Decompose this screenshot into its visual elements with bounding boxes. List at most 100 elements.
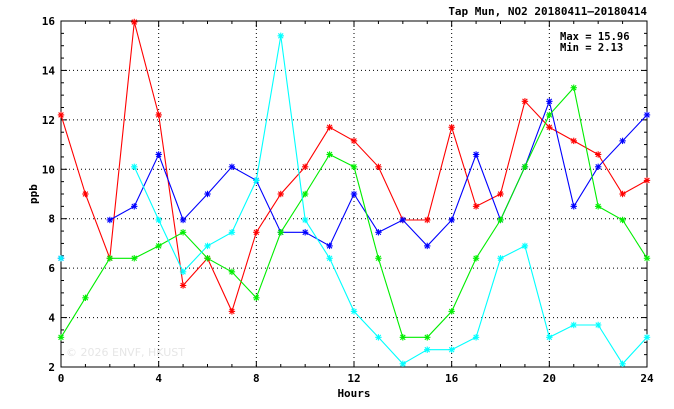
series-point-3: [204, 242, 211, 250]
series-point-2: [424, 334, 431, 341]
series-point-2: [448, 308, 455, 315]
series-point-3: [155, 216, 162, 224]
series-point-1: [106, 216, 114, 224]
series-point-2: [643, 255, 651, 262]
series-point-3: [546, 334, 553, 341]
series-point-3: [228, 229, 236, 236]
series-point-3: [179, 268, 187, 276]
series-point-3: [497, 255, 504, 262]
series-point-1: [301, 229, 309, 236]
series-point-0: [619, 190, 626, 198]
min-label: Min = 2.13: [560, 42, 623, 54]
grid: [61, 21, 647, 367]
series-point-3: [521, 242, 529, 250]
series-point-2: [546, 111, 553, 119]
series-point-3: [594, 321, 602, 329]
y-tick-label: 2: [48, 361, 55, 374]
series-point-0: [594, 151, 602, 158]
series-point-2: [375, 255, 382, 262]
series-point-3: [424, 346, 431, 353]
series-point-2: [277, 229, 284, 236]
chart-title: Tap Mun, NO2 20180411–20180414: [448, 5, 647, 18]
series-point-3: [448, 346, 455, 353]
series-point-1: [472, 151, 480, 158]
series-point-3: [326, 255, 333, 262]
series-point-0: [472, 203, 480, 210]
series-point-3: [253, 177, 260, 184]
series-point-3: [472, 334, 480, 341]
series-point-3: [57, 255, 65, 262]
y-tick-label: 4: [48, 312, 55, 325]
series-point-1: [179, 216, 187, 224]
series-point-1: [448, 216, 455, 224]
series-point-1: [619, 137, 626, 145]
series-point-3: [399, 360, 407, 367]
series-point-3: [350, 308, 358, 315]
series-point-1: [424, 242, 431, 250]
series-point-2: [228, 268, 236, 276]
series-point-0: [350, 137, 358, 145]
series-point-3: [643, 334, 651, 341]
max-label: Max = 15.96: [560, 31, 630, 43]
y-tick-label: 8: [48, 213, 55, 226]
series-layer: [57, 18, 651, 367]
series-point-1: [326, 242, 333, 250]
series-point-2: [204, 255, 211, 262]
x-tick-label: 20: [543, 372, 556, 385]
series-line-3: [133, 35, 648, 365]
series-point-2: [155, 242, 162, 250]
series-point-2: [82, 294, 89, 301]
series-point-0: [521, 98, 529, 105]
series-point-0: [643, 177, 651, 184]
series-point-0: [179, 282, 187, 289]
series-point-0: [546, 124, 553, 131]
series-point-2: [399, 334, 407, 341]
series-point-2: [619, 216, 626, 224]
series-point-0: [253, 229, 260, 236]
series-point-1: [228, 163, 236, 171]
series-point-2: [350, 163, 358, 171]
series-point-0: [131, 18, 138, 26]
series-point-3: [570, 321, 577, 329]
series-point-0: [301, 163, 309, 171]
series-point-2: [301, 190, 309, 198]
x-axis-label: Hours: [337, 387, 370, 400]
x-tick-label: 16: [445, 372, 459, 385]
series-point-2: [472, 255, 480, 262]
series-point-2: [57, 334, 65, 341]
y-axis-label: ppb: [27, 184, 40, 204]
series-point-3: [619, 360, 626, 367]
series-point-1: [375, 229, 382, 236]
series-point-2: [521, 163, 529, 171]
y-tick-label: 10: [42, 163, 55, 176]
series-point-2: [253, 294, 260, 301]
series-point-2: [570, 84, 577, 91]
series-point-0: [497, 190, 504, 198]
x-tick-label: 24: [640, 372, 654, 385]
x-tick-label: 8: [253, 372, 260, 385]
series-point-3: [301, 216, 309, 224]
series-point-3: [375, 334, 382, 341]
series-point-1: [155, 151, 162, 158]
series-point-1: [570, 203, 577, 210]
y-tick-label: 12: [42, 114, 55, 127]
x-tick-label: 0: [58, 372, 65, 385]
series-point-0: [82, 190, 89, 198]
x-tick-label: 12: [347, 372, 360, 385]
series-point-0: [448, 124, 455, 131]
watermark: © 2026 ENVF, HKUST: [66, 346, 185, 359]
series-point-0: [277, 190, 284, 198]
series-point-1: [399, 216, 407, 224]
series-line-1: [109, 99, 648, 247]
series-point-3: [277, 32, 284, 40]
series-point-2: [179, 229, 187, 236]
y-tick-label: 16: [42, 15, 56, 28]
series-point-2: [326, 151, 333, 158]
series-point-1: [204, 190, 211, 198]
series-point-2: [594, 203, 602, 210]
series-point-0: [326, 124, 333, 131]
y-tick-label: 6: [48, 262, 55, 275]
series-point-1: [643, 111, 651, 119]
